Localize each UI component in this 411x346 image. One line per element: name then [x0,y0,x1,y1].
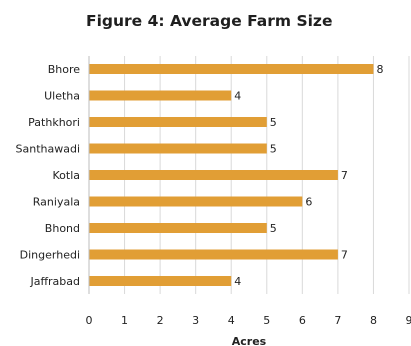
bar-pathkhori [89,117,267,127]
bars [89,64,374,286]
x-tick-label-8: 8 [370,314,377,327]
data-label-dingerhedi: 7 [341,249,348,262]
bar-bhore [89,64,374,74]
data-label-santhawadi: 5 [270,143,277,156]
category-label-bhond: Bhond [45,222,80,235]
x-tick-label-7: 7 [334,314,341,327]
x-tick-label-3: 3 [192,314,199,327]
data-label-bhond: 5 [270,222,277,235]
data-label-raniyala: 6 [305,196,312,209]
bar-uletha [89,90,232,101]
bar-raniyala [89,196,303,207]
x-tick-label-2: 2 [157,314,164,327]
category-label-dingerhedi: Dingerhedi [20,249,80,262]
x-tick-label-0: 0 [86,314,93,327]
category-label-uletha: Uletha [44,90,80,103]
data-label-pathkhori: 5 [270,116,277,129]
data-label-bhore: 8 [376,63,383,76]
bar-bhond [89,223,267,233]
category-label-jaffrabad: Jaffrabad [29,275,80,288]
bar-dingerhedi [89,249,338,260]
x-tick-label-4: 4 [228,314,235,327]
bar-kotla [89,170,338,180]
category-label-kotla: Kotla [52,169,80,182]
category-labels: Bhore Uletha Pathkhori Santhawadi Kotla Raniy… [16,63,81,288]
x-axis-title: Acres [232,335,267,346]
x-tick-label-5: 5 [263,314,270,327]
x-tick-label-9: 9 [406,314,411,327]
data-label-uletha: 4 [234,90,241,103]
category-label-pathkhori: Pathkhori [28,116,80,129]
data-label-jaffrabad: 4 [234,275,241,288]
category-label-bhore: Bhore [48,63,81,76]
x-tick-labels: 0 1 2 3 4 5 6 7 8 9 [86,314,411,327]
bar-santhawadi [89,143,267,154]
category-label-santhawadi: Santhawadi [16,143,81,156]
category-label-raniyala: Raniyala [33,196,80,209]
data-labels: 8 4 5 5 7 6 5 7 4 [234,63,383,288]
x-tick-label-6: 6 [299,314,306,327]
data-label-kotla: 7 [341,169,348,182]
bar-jaffrabad [89,276,232,286]
x-tick-label-1: 1 [121,314,128,327]
chart-title: Figure 4: Average Farm Size [86,12,333,30]
